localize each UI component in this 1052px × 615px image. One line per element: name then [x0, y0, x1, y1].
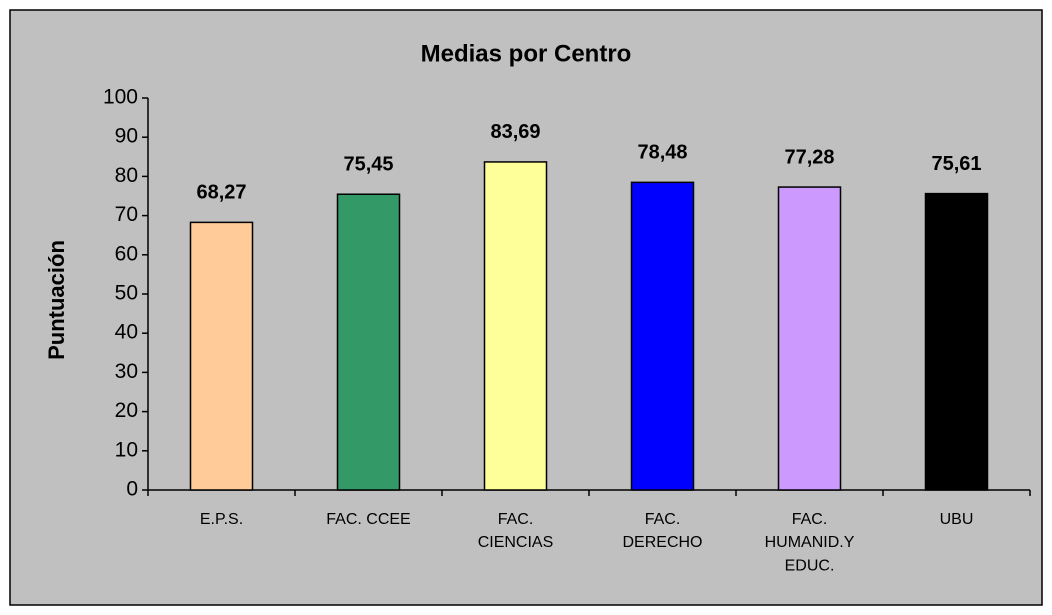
- bar: [189, 221, 254, 491]
- bar: [483, 161, 548, 491]
- y-tick-label: 70: [115, 203, 138, 226]
- x-tick-label: FAC. HUMANID.Y EDUC.: [765, 511, 855, 574]
- y-tick-label: 40: [115, 321, 138, 344]
- x-tick-label: UBU: [940, 511, 974, 528]
- x-tick-label: FAC. CIENCIAS: [478, 511, 554, 551]
- y-tick-label: 20: [115, 399, 138, 422]
- value-label: 75,45: [343, 154, 393, 176]
- y-tick-label: 50: [115, 282, 138, 305]
- x-tick-label: FAC. CCEE: [326, 511, 410, 528]
- y-axis-label: Puntuación: [44, 240, 69, 360]
- y-tick-label: 0: [126, 478, 138, 501]
- chart-title: Medias por Centro: [421, 40, 632, 67]
- y-tick-label: 80: [115, 164, 138, 187]
- value-label: 83,69: [490, 121, 540, 143]
- value-label: 78,48: [637, 142, 687, 164]
- bar: [630, 181, 695, 491]
- value-label: 77,28: [784, 146, 834, 168]
- x-tick-label: E.P.S.: [200, 511, 243, 528]
- value-label: 75,61: [931, 153, 981, 175]
- x-tick-label: FAC. DERECHO: [622, 511, 702, 551]
- y-tick-label: 30: [115, 360, 138, 383]
- value-label: 68,27: [196, 182, 246, 204]
- y-tick-label: 10: [115, 438, 138, 461]
- y-tick-label: 90: [115, 125, 138, 148]
- y-tick-label: 100: [103, 86, 138, 109]
- y-tick-label: 60: [115, 242, 138, 265]
- bar: [924, 192, 989, 491]
- bar: [777, 186, 842, 491]
- bar: [336, 193, 401, 491]
